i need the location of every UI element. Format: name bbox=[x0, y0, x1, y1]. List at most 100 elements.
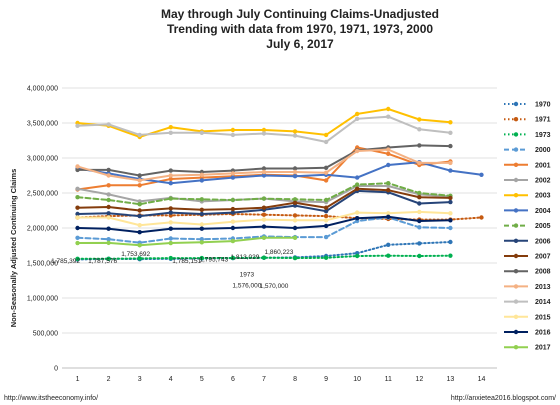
data-label: 1,795,743 bbox=[199, 256, 228, 263]
legend-marker bbox=[513, 147, 519, 152]
x-tick-label: 2 bbox=[107, 376, 111, 383]
data-point bbox=[354, 111, 360, 117]
data-point bbox=[386, 106, 391, 112]
data-point bbox=[448, 195, 453, 201]
legend-label: 1973 bbox=[535, 132, 551, 139]
x-tick-label: 1 bbox=[76, 376, 80, 383]
data-point bbox=[417, 209, 422, 215]
data-label: 1,813,029 bbox=[230, 254, 259, 261]
data-point bbox=[417, 143, 422, 148]
legend-marker bbox=[513, 117, 519, 122]
data-point bbox=[417, 127, 422, 132]
data-label: 1,785,151 bbox=[172, 258, 201, 265]
data-point bbox=[106, 122, 111, 127]
x-tick-label: 5 bbox=[200, 376, 204, 383]
legend-item-2014: 2014 bbox=[504, 299, 551, 306]
legend-item-2016: 2016 bbox=[504, 330, 551, 337]
data-point bbox=[137, 202, 142, 207]
data-point bbox=[230, 197, 236, 203]
data-point bbox=[230, 175, 236, 180]
data-label: 1,785,392 bbox=[51, 258, 80, 265]
legend-label: 2017 bbox=[535, 345, 551, 352]
series-2005 bbox=[75, 181, 453, 207]
data-point bbox=[386, 242, 391, 247]
data-point bbox=[386, 188, 391, 193]
legend-label: 2005 bbox=[535, 223, 551, 230]
data-point bbox=[479, 215, 484, 220]
series-2013 bbox=[75, 147, 453, 183]
legend-label: 2003 bbox=[535, 193, 551, 200]
legend-label: 1970 bbox=[535, 102, 551, 109]
data-label: 1,570,000 bbox=[260, 283, 289, 290]
data-point bbox=[230, 238, 236, 244]
x-tick-label: 13 bbox=[446, 376, 454, 383]
series-2014 bbox=[75, 114, 453, 145]
legend-item-2015: 2015 bbox=[504, 314, 551, 321]
data-point bbox=[168, 173, 173, 178]
data-point bbox=[261, 212, 267, 217]
data-label: 1,860,223 bbox=[265, 249, 294, 256]
data-point bbox=[230, 132, 236, 138]
data-point bbox=[386, 114, 391, 119]
data-point bbox=[137, 243, 142, 248]
data-point bbox=[199, 207, 205, 212]
legend-marker bbox=[513, 253, 519, 259]
data-point bbox=[137, 178, 142, 183]
series-lines bbox=[75, 106, 484, 262]
x-tick-label: 14 bbox=[478, 376, 486, 383]
data-point bbox=[417, 190, 422, 196]
data-point bbox=[448, 168, 453, 173]
data-point bbox=[75, 164, 80, 169]
legend-marker bbox=[513, 329, 519, 335]
legend-marker bbox=[513, 299, 519, 304]
y-tick-label: 4,000,000 bbox=[27, 86, 58, 93]
data-point bbox=[261, 166, 267, 171]
data-point bbox=[323, 213, 329, 219]
legend-label: 2001 bbox=[535, 162, 551, 169]
data-point bbox=[75, 256, 80, 261]
legend-marker bbox=[513, 101, 519, 107]
legend-marker bbox=[513, 223, 519, 228]
x-tick-label: 4 bbox=[169, 376, 173, 383]
data-point bbox=[292, 255, 298, 261]
data-point bbox=[199, 172, 205, 177]
legend-label: 1971 bbox=[535, 117, 551, 124]
data-point bbox=[75, 167, 80, 173]
data-point bbox=[292, 225, 298, 231]
series-1973 bbox=[75, 253, 453, 261]
legend-label: 2007 bbox=[535, 254, 551, 261]
y-tick-label: 1,500,000 bbox=[27, 261, 58, 268]
data-point bbox=[230, 219, 236, 224]
data-point bbox=[323, 234, 329, 240]
legend-label: 2015 bbox=[535, 314, 551, 321]
data-point bbox=[106, 183, 111, 188]
legend-item-2008: 2008 bbox=[504, 269, 551, 276]
data-point bbox=[168, 176, 173, 182]
data-point bbox=[417, 201, 422, 206]
data-point bbox=[199, 211, 205, 217]
data-point bbox=[168, 210, 173, 215]
data-point bbox=[106, 237, 111, 242]
data-point bbox=[106, 192, 111, 197]
legend-marker bbox=[513, 284, 519, 289]
data-point bbox=[261, 205, 267, 210]
data-point bbox=[75, 123, 80, 128]
data-point bbox=[323, 205, 329, 210]
data-point bbox=[386, 147, 391, 152]
data-point bbox=[354, 116, 360, 122]
data-point bbox=[448, 160, 453, 166]
legend-label: 2004 bbox=[535, 208, 551, 215]
data-point bbox=[75, 195, 80, 200]
legend-item-2005: 2005 bbox=[504, 223, 551, 230]
data-label: 1,576,000 bbox=[232, 283, 261, 290]
x-tick-label: 6 bbox=[231, 376, 235, 383]
series-2016 bbox=[75, 214, 453, 235]
legend-label: 2002 bbox=[535, 178, 551, 185]
data-point bbox=[199, 178, 205, 183]
data-point bbox=[75, 235, 80, 240]
data-point bbox=[448, 199, 453, 205]
data-point bbox=[137, 256, 142, 261]
data-point bbox=[261, 173, 267, 178]
data-point bbox=[199, 222, 205, 227]
data-point bbox=[106, 240, 111, 246]
